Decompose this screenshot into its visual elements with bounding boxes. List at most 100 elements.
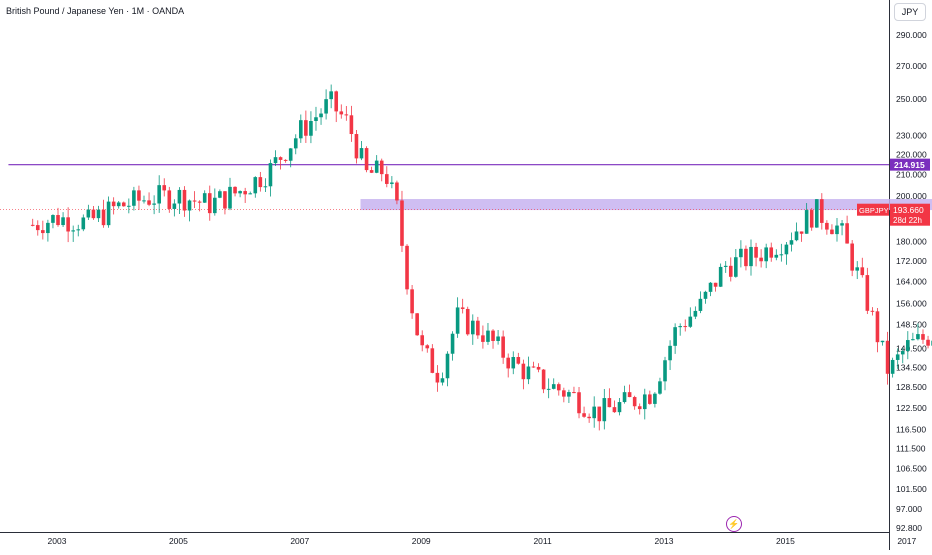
y-tick-label: 156.000: [896, 298, 927, 308]
candle-body: [911, 339, 915, 340]
candle-body: [82, 217, 86, 229]
candle-body: [871, 311, 875, 312]
candle-body: [866, 275, 870, 311]
candle-body: [132, 190, 136, 205]
candle-body: [572, 392, 576, 393]
candle-body: [314, 117, 318, 121]
candle-body: [830, 230, 834, 235]
candle-body: [582, 413, 586, 417]
candle-body: [329, 91, 333, 99]
candle-body: [689, 317, 693, 327]
currency-button[interactable]: JPY: [894, 3, 926, 21]
symbol-label: GBPJPY: [859, 206, 889, 215]
candle-body: [46, 223, 50, 233]
y-tick-label: 220.000: [896, 150, 927, 160]
candle-body: [729, 266, 733, 277]
candle-body: [754, 247, 758, 258]
candle-body: [517, 357, 521, 364]
candle-body: [845, 223, 849, 243]
candle-body: [496, 336, 500, 340]
candle-body: [461, 307, 465, 309]
candle-body: [618, 402, 622, 412]
y-tick-label: 210.000: [896, 170, 927, 180]
candle-body: [152, 204, 156, 205]
candle-body: [380, 161, 384, 175]
candle-body: [608, 398, 612, 407]
x-tick-label: 2015: [776, 536, 795, 546]
candle-body: [183, 190, 187, 211]
candle-body: [299, 120, 303, 138]
candle-body: [213, 198, 217, 213]
candle-body: [881, 341, 885, 342]
y-tick-label: 116.500: [896, 425, 926, 435]
candle-body: [704, 292, 708, 299]
candle-body: [795, 231, 799, 240]
candle-body: [916, 334, 920, 339]
candle-body: [355, 134, 359, 158]
candle-body: [567, 392, 571, 397]
candle-body: [218, 191, 222, 198]
candle-body: [714, 283, 718, 287]
candle-body: [167, 190, 171, 209]
candle-body: [805, 210, 809, 234]
candle-body: [92, 210, 96, 219]
candle-body: [527, 367, 531, 380]
candle-body: [304, 120, 308, 136]
candle-body: [486, 331, 490, 342]
countdown-label: 28d 22h: [893, 216, 922, 225]
candle-body: [71, 230, 75, 231]
candle-body: [334, 91, 338, 111]
y-tick-label: 172.000: [896, 256, 927, 266]
y-tick-label: 180.000: [896, 236, 927, 246]
candle-body: [759, 258, 763, 262]
candle-body: [506, 358, 510, 369]
candle-body: [208, 193, 212, 213]
candle-body: [319, 114, 323, 118]
y-tick-label: 134.500: [896, 362, 927, 372]
candle-body: [107, 202, 111, 226]
candle-body: [425, 345, 429, 348]
y-tick-label: 122.500: [896, 403, 927, 413]
candle-body: [471, 321, 475, 335]
candle-body: [162, 185, 166, 190]
candle-body: [613, 407, 617, 412]
candle-body: [451, 334, 455, 354]
candle-body: [157, 185, 161, 203]
candle-body: [855, 267, 859, 270]
candle-body: [309, 121, 313, 136]
candle-body: [137, 190, 141, 200]
y-tick-label: 270.000: [896, 61, 927, 71]
candle-body: [76, 229, 80, 230]
candle-body: [785, 245, 789, 255]
candle-body: [405, 246, 409, 289]
candle-body: [739, 249, 743, 257]
y-tick-label: 164.000: [896, 277, 927, 287]
candle-body: [117, 202, 121, 206]
candle-body: [345, 114, 349, 115]
candle-body: [269, 163, 273, 186]
candle-body: [61, 217, 65, 225]
candle-body: [420, 335, 424, 345]
candle-body: [284, 160, 288, 161]
candle-body: [699, 299, 703, 311]
candle-body: [886, 341, 890, 374]
candle-body: [365, 148, 369, 170]
candle-body: [709, 283, 713, 292]
candle-body: [694, 311, 698, 317]
candle-body: [36, 225, 40, 230]
candle-body: [87, 210, 91, 218]
candle-body: [248, 193, 252, 194]
candle-body: [901, 351, 905, 354]
y-tick-label: 140.500: [896, 344, 927, 354]
candle-body: [896, 354, 900, 360]
candle-body: [663, 360, 667, 381]
candle-body: [719, 267, 723, 287]
candle-body: [198, 202, 202, 203]
chart-title: British Pound / Japanese Yen · 1M · OAND…: [6, 6, 184, 16]
candle-body: [259, 177, 263, 187]
candle-body: [638, 406, 642, 409]
lightning-icon[interactable]: ⚡: [726, 516, 742, 532]
candle-body: [56, 215, 60, 225]
